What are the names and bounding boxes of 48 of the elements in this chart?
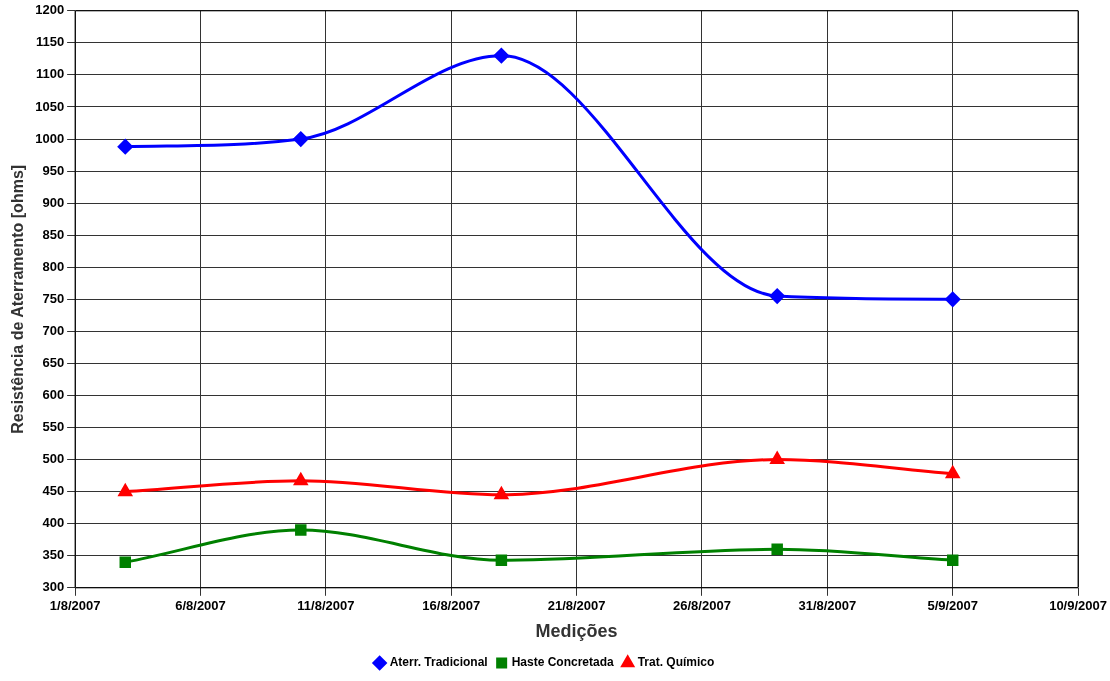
y-tick-label: 600 [42,387,65,403]
x-tick-label: 6/8/2007 [175,598,226,614]
y-tick-label: 800 [42,258,65,274]
point [769,288,785,304]
x-tick-label: 11/8/2007 [297,598,355,614]
legend-label: Trat. Químico [637,655,715,670]
point [946,466,960,479]
y-tick-label: 400 [42,515,65,531]
point [294,473,308,486]
legend-label: Haste Concretada [511,655,615,670]
x-tick-label: 10/9/2007 [1049,598,1108,614]
x-tick-label: 31/8/2007 [798,598,857,614]
y-tick-label: 1100 [35,66,65,82]
point [295,524,307,536]
point [945,291,961,307]
legend-label: Aterr. Tradicional [389,655,488,670]
point [770,452,784,465]
point [118,484,132,497]
y-tick-label: 900 [42,194,65,210]
y-tick-label: 1200 [35,2,65,18]
y-axis-title: Resistência de Aterramento [ohms] [9,164,27,434]
point [946,554,959,566]
y-tick-label: 1150 [35,34,65,50]
y-tick-label: 550 [42,419,65,435]
x-tick-label: 5/9/2007 [927,598,979,614]
y-tick-label: 850 [42,226,65,242]
point [119,556,132,568]
x-tick-label: 21/8/2007 [547,598,606,614]
x-tick-label: 1/8/2007 [49,598,101,614]
point [293,131,309,147]
y-tick-label: 1000 [35,130,65,146]
point [495,554,508,566]
point [117,139,133,155]
y-tick-label: 500 [42,451,65,467]
y-tick-label: 700 [42,322,65,338]
y-tick-label: 1050 [35,98,65,114]
y-tick-label: 750 [42,290,65,306]
y-tick-label: 350 [42,547,65,563]
y-tick-label: 300 [42,579,65,595]
y-tick-label: 650 [42,354,65,370]
y-tick-label: 450 [42,483,65,499]
y-tick-label: 950 [42,162,65,178]
x-tick-label: 16/8/2007 [422,598,481,614]
point [493,48,509,64]
x-tick-label: 26/8/2007 [673,598,731,614]
x-axis-title: Medições [535,621,618,642]
point [771,543,783,556]
point [494,487,509,500]
